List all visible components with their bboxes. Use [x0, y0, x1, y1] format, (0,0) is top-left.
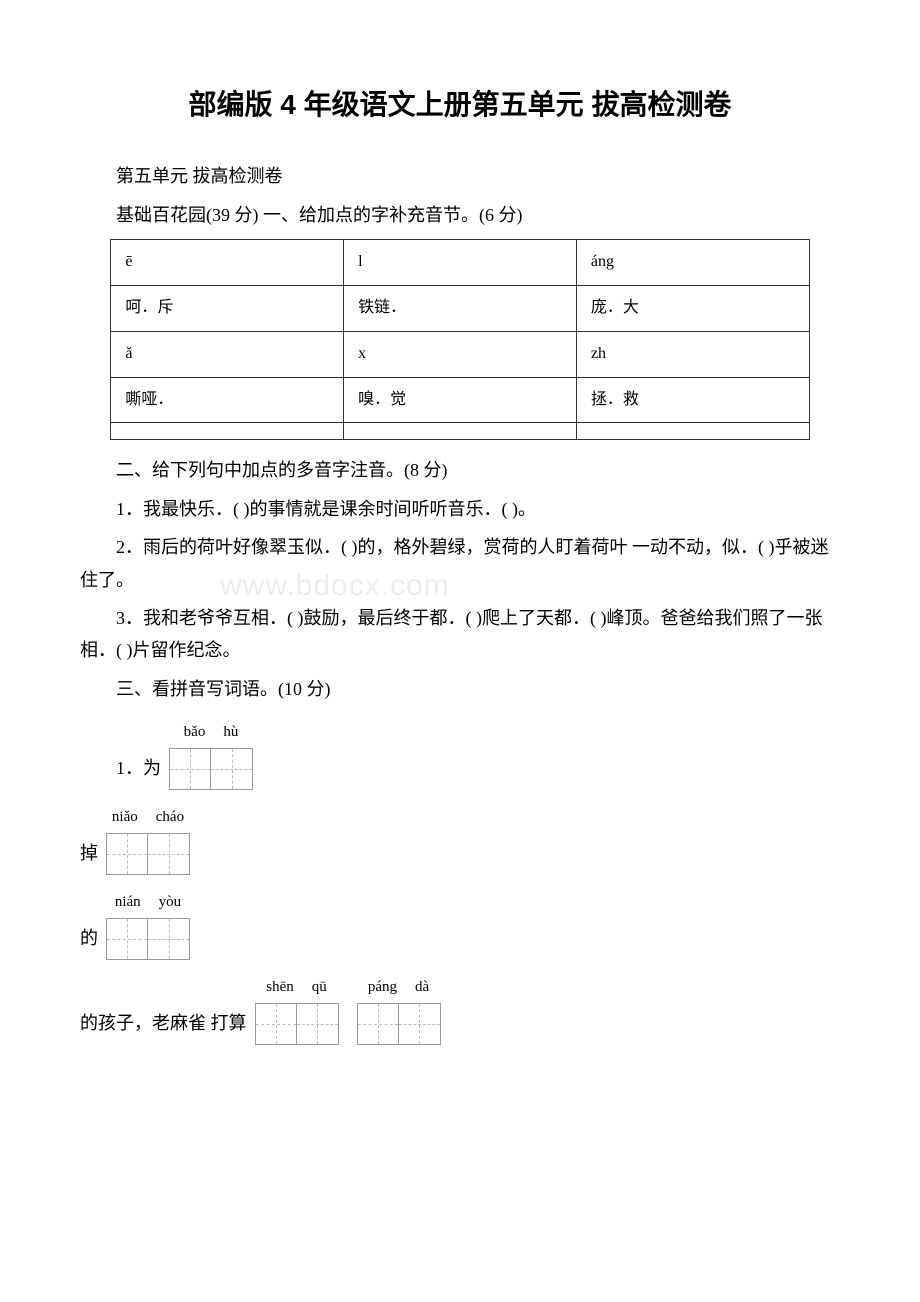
table-row: ǎ x zh [111, 331, 809, 377]
tianzige-cell [297, 1003, 339, 1045]
cell: l [344, 240, 577, 286]
cell [576, 423, 809, 440]
q3-line3-lead: 的 [80, 922, 98, 960]
cell: x [344, 331, 577, 377]
tianzige-box: nián yòu [106, 889, 190, 960]
tianzige-cell [357, 1003, 399, 1045]
cell: 嗅．觉 [344, 377, 577, 423]
tianzige-box: bǎo hù [169, 719, 253, 790]
q3-line4-lead: 的孩子，老麻雀 打算 [80, 1007, 247, 1045]
pinyin: cháo [156, 804, 184, 831]
cell: 嘶哑． [111, 377, 344, 423]
table-row: 呵．斥 铁链． 庞．大 [111, 285, 809, 331]
pinyin: dà [415, 974, 429, 1001]
pinyin: hù [223, 719, 238, 746]
pinyin: nián [115, 889, 141, 916]
pinyin: yòu [159, 889, 182, 916]
tianzige-cell [255, 1003, 297, 1045]
pinyin: shēn [266, 974, 294, 1001]
subtitle: 第五单元 拔高检测卷 [80, 160, 840, 192]
section2-title: 二、给下列句中加点的多音字注音。(8 分) [80, 454, 840, 486]
tianzige-box: shēn qū [255, 974, 339, 1045]
q2-item-2: 2．雨后的荷叶好像翠玉似．( )的，格外碧绿，赏荷的人盯着荷叶 一动不动，似．(… [80, 531, 840, 596]
tianzige-box: niǎo cháo [106, 804, 190, 875]
tianzige-cell [106, 833, 148, 875]
q2-item-3: 3．我和老爷爷互相．( )鼓励，最后终于都．( )爬上了天都．( )峰顶。爸爸给… [80, 602, 840, 667]
cell: áng [576, 240, 809, 286]
section3-title: 三、看拼音写词语。(10 分) [80, 673, 840, 705]
q3-line1-lead: 1．为 [116, 752, 161, 790]
cell: zh [576, 331, 809, 377]
tianzige-cell [399, 1003, 441, 1045]
cell: ē [111, 240, 344, 286]
tianzige-cell [211, 748, 253, 790]
cell: 呵．斥 [111, 285, 344, 331]
table-row [111, 423, 809, 440]
table-row: 嘶哑． 嗅．觉 拯．救 [111, 377, 809, 423]
tianzige-cell [169, 748, 211, 790]
q3-line2-lead: 掉 [80, 837, 98, 875]
cell: 拯．救 [576, 377, 809, 423]
table-row: ē l áng [111, 240, 809, 286]
page-title: 部编版 4 年级语文上册第五单元 拔高检测卷 [80, 80, 840, 130]
cell: 铁链． [344, 285, 577, 331]
q3-line1: 1．为 bǎo hù [116, 719, 840, 790]
cell [111, 423, 344, 440]
section1-header: 基础百花园(39 分) 一、给加点的字补充音节。(6 分) [80, 199, 840, 231]
cell: ǎ [111, 331, 344, 377]
tianzige-cell [148, 918, 190, 960]
tianzige-box: páng dà [357, 974, 441, 1045]
q2-item-1: 1．我最快乐．( )的事情就是课余时间听听音乐．( )。 [80, 493, 840, 525]
cell [344, 423, 577, 440]
pinyin: qū [312, 974, 327, 1001]
cell: 庞．大 [576, 285, 809, 331]
q3-line4: 的孩子，老麻雀 打算 shēn qū páng dà [80, 974, 840, 1045]
pinyin-table: ē l áng 呵．斥 铁链． 庞．大 ǎ x zh 嘶哑． 嗅．觉 拯．救 [110, 239, 809, 440]
pinyin: niǎo [112, 804, 138, 831]
tianzige-cell [106, 918, 148, 960]
pinyin: bǎo [184, 719, 206, 746]
q3-line3: 的 nián yòu [80, 889, 840, 960]
pinyin: páng [368, 974, 397, 1001]
q3-line2: 掉 niǎo cháo [80, 804, 840, 875]
tianzige-cell [148, 833, 190, 875]
